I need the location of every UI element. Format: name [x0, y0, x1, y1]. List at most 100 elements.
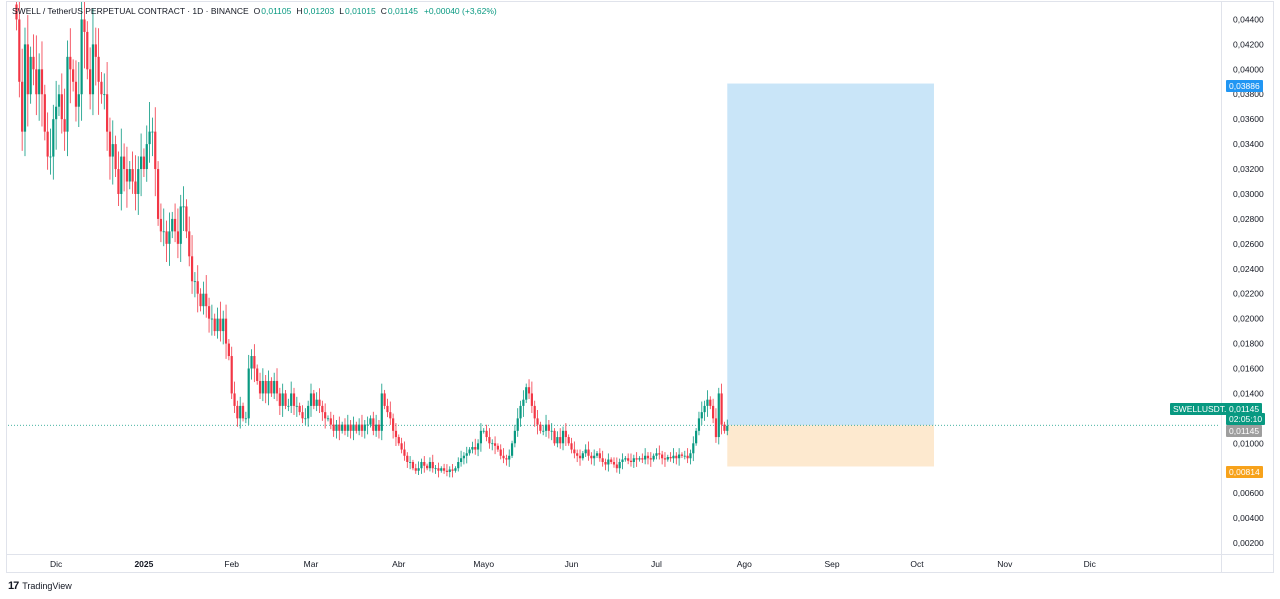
candle	[205, 275, 208, 318]
candle-body	[641, 458, 644, 460]
chart-frame	[6, 1, 1274, 573]
candle	[717, 387, 720, 445]
price-tick-label: 0,00200	[1233, 538, 1264, 548]
candle	[573, 441, 576, 459]
candle-body	[488, 437, 491, 444]
candle	[179, 194, 182, 262]
candle	[536, 409, 539, 435]
candle	[256, 364, 259, 385]
candle-body	[128, 169, 131, 182]
candle-body	[610, 459, 613, 462]
candle-body	[590, 455, 593, 459]
candle	[675, 452, 678, 465]
price-tick-label: 0,02600	[1233, 239, 1264, 249]
candle-body	[173, 218, 177, 232]
candle-body	[522, 399, 525, 406]
candle-body	[307, 405, 310, 419]
candle	[287, 398, 290, 412]
candle-body	[692, 443, 695, 454]
candle-body	[578, 455, 582, 459]
tradingview-logo-icon[interactable]: 17	[8, 580, 19, 592]
candle-body	[55, 106, 58, 120]
candle	[210, 304, 213, 336]
candle-body	[712, 405, 715, 419]
candle-body	[666, 457, 669, 460]
candle-body	[516, 418, 519, 431]
candle-body	[57, 94, 61, 107]
candle-body	[154, 131, 157, 170]
candle	[394, 423, 398, 446]
candle	[411, 459, 415, 471]
candle-body	[207, 306, 211, 319]
candle-body	[179, 206, 182, 244]
position-zones	[727, 83, 934, 467]
candle	[295, 396, 298, 417]
candle-body	[697, 418, 701, 431]
candle	[253, 344, 256, 383]
candle-body	[663, 458, 667, 460]
entry-price-badge: 0,01145	[1226, 425, 1263, 437]
candle-body	[561, 430, 565, 444]
footer: 17 TradingView	[8, 580, 72, 592]
candle	[539, 421, 542, 434]
tradingview-brand[interactable]: TradingView	[22, 581, 72, 591]
candle	[392, 413, 395, 439]
candle-body	[114, 144, 117, 170]
candle-body	[525, 387, 528, 400]
candle	[700, 401, 703, 425]
candle-body	[434, 468, 437, 470]
candle-body	[629, 460, 633, 462]
candle	[578, 449, 582, 466]
candle	[482, 428, 485, 434]
candle	[278, 387, 281, 415]
candle-body	[499, 449, 502, 456]
candle-body	[18, 19, 21, 82]
candle-body	[726, 425, 729, 431]
candle-body	[250, 356, 253, 369]
candle	[185, 199, 188, 239]
candle-body	[35, 69, 38, 95]
candle-body	[335, 424, 338, 431]
candle	[15, 2, 18, 31]
candle	[309, 383, 313, 417]
candle	[593, 449, 596, 466]
candle	[335, 420, 338, 439]
candle-body	[369, 418, 372, 425]
time-tick-label: Nov	[997, 559, 1013, 569]
candle-body	[442, 468, 446, 471]
candle	[649, 452, 652, 467]
symbol-title[interactable]: SWELL / TetherUS PERPETUAL CONTRACT · 1D…	[12, 6, 249, 16]
candle	[275, 368, 279, 402]
candle	[669, 452, 672, 462]
candle	[222, 310, 225, 345]
candle-body	[258, 380, 262, 394]
candle	[508, 449, 511, 467]
candle	[598, 448, 601, 462]
candle-body	[168, 231, 171, 244]
candle	[162, 208, 165, 247]
time-tick-label: Feb	[224, 559, 239, 569]
candle-body	[440, 468, 443, 471]
candle	[57, 84, 61, 116]
candle-body	[468, 449, 471, 454]
candle	[581, 450, 584, 461]
candle-body	[454, 468, 457, 471]
candle	[74, 60, 78, 122]
candle-body	[553, 430, 556, 444]
candle-body	[43, 94, 46, 132]
time-tick-label: Jun	[565, 559, 579, 569]
candle	[420, 458, 423, 474]
candle-body	[219, 318, 222, 332]
candle	[97, 28, 100, 115]
candle-body	[106, 94, 109, 132]
candle	[377, 420, 381, 439]
candle	[83, 2, 86, 69]
candle-body	[542, 430, 545, 432]
candle-body	[176, 231, 180, 244]
candle	[40, 41, 44, 127]
candle	[502, 448, 505, 464]
candle	[366, 416, 369, 435]
candle	[128, 161, 131, 190]
candle-body	[224, 318, 228, 344]
